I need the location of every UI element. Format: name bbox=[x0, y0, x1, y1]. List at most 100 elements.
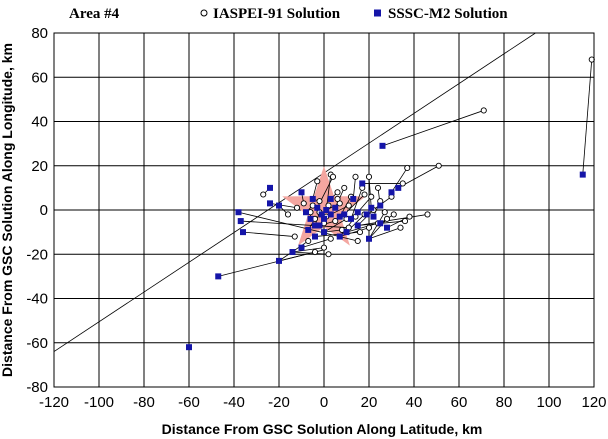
iaspei-point bbox=[424, 211, 431, 218]
sssc-point bbox=[235, 209, 242, 216]
iaspei-point bbox=[368, 193, 375, 200]
sssc-point bbox=[327, 211, 334, 218]
connection-line bbox=[278, 251, 316, 262]
x-tick-label: -100 bbox=[84, 394, 114, 411]
x-tick-label: 40 bbox=[406, 394, 423, 411]
x-tick-label: 120 bbox=[581, 394, 606, 411]
iaspei-point bbox=[365, 224, 373, 231]
x-tick-label: 80 bbox=[496, 394, 513, 411]
iaspei-point bbox=[327, 235, 334, 242]
iaspei-point bbox=[374, 184, 382, 191]
y-tick-label: 60 bbox=[31, 69, 48, 86]
connection-line bbox=[240, 220, 349, 229]
iaspei-point bbox=[352, 173, 359, 180]
y-tick-label: 20 bbox=[31, 158, 48, 175]
sssc-series bbox=[186, 142, 586, 351]
sssc-point bbox=[354, 222, 361, 229]
sssc-point bbox=[303, 209, 309, 216]
x-tick-label: -40 bbox=[223, 394, 245, 411]
x-tick-label: 60 bbox=[451, 394, 468, 411]
x-tick-labels: -120 -100 -80 -60 -40 -20 0 20 40 60 80 100 120 bbox=[39, 394, 607, 411]
legend-sssc-marker bbox=[374, 9, 381, 17]
plot-frame bbox=[53, 32, 595, 388]
star-marker bbox=[282, 166, 366, 246]
iaspei-point bbox=[480, 107, 487, 114]
sssc-point bbox=[305, 226, 312, 233]
y-tick-label: 80 bbox=[31, 25, 48, 42]
sssc-point bbox=[240, 229, 246, 236]
connection-line bbox=[323, 218, 347, 233]
iaspei-point bbox=[291, 233, 298, 240]
sssc-point bbox=[384, 224, 390, 231]
iaspei-point bbox=[356, 229, 364, 236]
iaspei-point bbox=[406, 213, 413, 220]
y-tick-labels: -80 -60 -40 -20 0 20 40 60 80 bbox=[26, 25, 48, 396]
iaspei-point bbox=[341, 184, 348, 191]
connection-line bbox=[368, 218, 388, 240]
iaspei-point bbox=[284, 211, 292, 218]
iaspei-point bbox=[305, 237, 312, 245]
sssc-point bbox=[276, 257, 282, 264]
iaspei-point bbox=[381, 209, 388, 216]
iaspei-point bbox=[334, 189, 341, 196]
sssc-point bbox=[309, 195, 316, 202]
iaspei-point bbox=[383, 215, 391, 222]
sssc-point bbox=[318, 211, 325, 218]
connection-line bbox=[350, 187, 363, 219]
iaspei-point bbox=[334, 195, 341, 202]
x-tick-label: 0 bbox=[320, 394, 328, 411]
x-tick-label: -80 bbox=[133, 394, 155, 411]
y-tick-label: -60 bbox=[26, 335, 48, 352]
sssc-point bbox=[267, 184, 273, 191]
iaspei-point bbox=[399, 180, 406, 187]
sssc-point bbox=[336, 233, 343, 240]
y-tick-label: 0 bbox=[40, 202, 48, 219]
x-tick-label: -120 bbox=[39, 394, 69, 411]
iaspei-point bbox=[320, 244, 328, 251]
connection-line bbox=[343, 194, 365, 215]
legend-sssc-label: SSSC-M2 Solution bbox=[388, 6, 508, 22]
sssc-point bbox=[377, 202, 384, 209]
sssc-point bbox=[343, 229, 350, 236]
iaspei-point bbox=[325, 251, 332, 258]
iaspei-point bbox=[354, 237, 361, 245]
reference-lines bbox=[53, 32, 536, 352]
connection-line bbox=[357, 214, 428, 226]
iaspei-point bbox=[332, 218, 339, 225]
sssc-point bbox=[341, 211, 348, 218]
sssc-point bbox=[327, 195, 334, 202]
sssc-point bbox=[579, 171, 586, 178]
sssc-point bbox=[267, 200, 273, 207]
x-tick-label: 20 bbox=[361, 394, 378, 411]
iaspei-point bbox=[311, 248, 319, 256]
sssc-point bbox=[379, 142, 386, 149]
y-tick-label: -20 bbox=[26, 246, 48, 263]
iaspei-point bbox=[401, 218, 409, 225]
reference-star bbox=[282, 166, 366, 246]
iaspei-point bbox=[435, 162, 442, 169]
iaspei-point bbox=[260, 191, 267, 198]
iaspei-point bbox=[365, 173, 373, 180]
sssc-point bbox=[321, 229, 327, 236]
connection-line bbox=[391, 167, 408, 193]
x-tick-label: 100 bbox=[536, 394, 561, 411]
y-axis-title: Distance From GSC Solution Along Longitu… bbox=[0, 43, 15, 377]
sssc-point bbox=[215, 273, 222, 280]
connection-line bbox=[269, 202, 298, 209]
sssc-point bbox=[312, 222, 318, 229]
connection-line bbox=[292, 247, 325, 253]
sssc-point bbox=[276, 202, 282, 209]
connection-line bbox=[242, 231, 295, 237]
sssc-point bbox=[363, 211, 370, 218]
sssc-point bbox=[370, 213, 377, 220]
sssc-point bbox=[321, 215, 327, 222]
y-tick-label: 40 bbox=[31, 114, 48, 131]
sssc-point bbox=[307, 215, 314, 222]
connection-lines bbox=[238, 59, 593, 262]
connection-line bbox=[301, 238, 331, 248]
sssc-point bbox=[395, 184, 402, 191]
sssc-point bbox=[316, 222, 323, 229]
connection-line bbox=[292, 251, 329, 255]
y-tick-label: -80 bbox=[26, 379, 48, 396]
iaspei-point bbox=[345, 202, 352, 209]
